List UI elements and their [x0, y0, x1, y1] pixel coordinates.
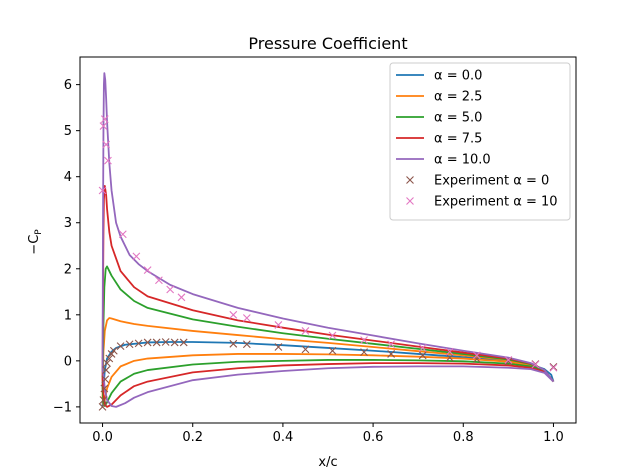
- experiment-marker-0-1: [99, 396, 108, 404]
- experiment-marker-1-16: [360, 336, 368, 345]
- x-tick-label-4: 0.8: [453, 430, 474, 445]
- y-tick-label-3: 2: [64, 262, 72, 277]
- experiment-marker-1-1: [99, 122, 108, 130]
- x-tick-label-1: 0.2: [182, 430, 203, 445]
- legend-box: [389, 62, 571, 221]
- legend-swatch-6: [406, 197, 414, 205]
- experiment-marker-0-19: [274, 343, 283, 351]
- experiment-marker-0-8: [109, 346, 118, 355]
- y-axis-label-subscript: P: [34, 229, 44, 235]
- y-axis-label: −CP: [27, 229, 44, 255]
- experiment-marker-0-27: [504, 357, 513, 366]
- experiment-marker-0-22: [360, 348, 368, 356]
- experiment-marker-1-22: [531, 360, 540, 369]
- y-tick-label-5: 4: [64, 170, 72, 185]
- y-tick-label-7: 6: [64, 78, 72, 93]
- experiment-marker-1-7: [143, 266, 152, 275]
- experiment-marker-0-23: [387, 350, 396, 358]
- experiment-marker-0-7: [107, 350, 116, 358]
- experiment-marker-1-2: [100, 115, 109, 124]
- axes-border: [79, 56, 577, 424]
- x-tick-label-0: 0.0: [92, 430, 113, 445]
- experiment-marker-0-2: [100, 384, 109, 393]
- experiment-marker-1-19: [445, 347, 454, 356]
- experiment-marker-1-0: [98, 186, 107, 195]
- chart-title: Pressure Coefficient: [248, 34, 407, 53]
- legend-label-3: α = 7.5: [434, 132, 482, 147]
- legend-label-6: Experiment α = 10: [434, 195, 558, 210]
- experiment-marker-0-25: [445, 353, 454, 362]
- x-tick-label-5: 1.0: [543, 430, 564, 445]
- experiment-marker-0-14: [161, 338, 170, 346]
- axes-frame: [79, 56, 577, 424]
- experiment-marker-0-16: [179, 338, 188, 347]
- experiment-marker-1-4: [104, 156, 112, 165]
- experiment-marker-0-4: [102, 366, 111, 374]
- experiment-marker-1-8: [155, 276, 163, 285]
- experiment-marker-0-17: [229, 339, 238, 348]
- experiment-marker-0-0: [98, 402, 107, 411]
- experiment-marker-0-24: [418, 351, 427, 360]
- experiment-marker-0-9: [116, 342, 125, 351]
- series-line-4: [101, 72, 555, 408]
- x-axis: 0.0 0.2 0.4 0.6 0.8 1.0: [92, 423, 564, 445]
- experiment-marker-0-18: [242, 340, 251, 349]
- experiment-marker-0-26: [472, 355, 481, 363]
- experiment-marker-0-11: [134, 339, 143, 348]
- experiment-marker-0-29: [549, 362, 558, 371]
- y-axis-label-main: −C: [27, 235, 42, 255]
- y-tick-label-0: −1: [53, 400, 72, 415]
- experiment-marker-1-23: [549, 363, 558, 372]
- experiment-marker-0-13: [152, 338, 161, 347]
- plot-area: [98, 72, 558, 411]
- experiment-marker-0-5: [103, 359, 111, 368]
- curves-layer: [98, 72, 558, 411]
- legend-swatch-5: [406, 176, 414, 184]
- legend-label-1: α = 2.5: [434, 90, 482, 105]
- experiment-marker-0-3: [101, 375, 110, 384]
- x-tick-label-3: 0.6: [363, 430, 384, 445]
- experiment-marker-1-9: [166, 285, 175, 294]
- y-tick-label-2: 1: [64, 308, 72, 323]
- experiment-marker-1-3: [102, 140, 111, 149]
- legend-label-0: α = 0.0: [434, 69, 482, 84]
- experiment-marker-0-15: [170, 338, 179, 347]
- experiment-marker-1-13: [274, 321, 283, 329]
- experiment-marker-0-6: [105, 354, 114, 363]
- y-axis: −1 0 1 2 3 4 5 6: [53, 78, 80, 415]
- experiment-marker-0-12: [143, 338, 152, 347]
- experiment-marker-0-21: [328, 346, 337, 355]
- y-tick-label-1: 0: [64, 354, 72, 369]
- x-tick-label-2: 0.4: [273, 430, 294, 445]
- legend-label-4: α = 10.0: [434, 153, 491, 168]
- experiment-marker-1-14: [301, 327, 310, 335]
- experiment-marker-1-18: [418, 344, 427, 352]
- y-tick-label-6: 5: [64, 124, 72, 139]
- experiment-marker-1-5: [118, 230, 127, 239]
- legend-label-2: α = 5.0: [434, 111, 482, 126]
- experiment-marker-1-11: [229, 310, 238, 319]
- experiment-marker-1-21: [504, 356, 513, 364]
- experiment-marker-1-20: [472, 351, 481, 360]
- experiment-marker-1-12: [242, 314, 251, 322]
- legend-label-5: Experiment α = 0: [434, 174, 549, 189]
- legend: α = 0.0 α = 2.5 α = 5.0 α = 7.5 α = 10.0 Expe…: [389, 62, 571, 221]
- experiment-marker-0-10: [125, 340, 134, 349]
- experiment-marker-1-10: [177, 293, 186, 302]
- experiment-marker-1-17: [387, 340, 396, 349]
- experiment-marker-0-20: [301, 345, 310, 354]
- x-axis-label: x/c: [318, 455, 337, 470]
- experiment-marker-1-15: [328, 331, 337, 340]
- experiment-marker-1-6: [132, 252, 141, 261]
- y-tick-label-4: 3: [64, 216, 72, 231]
